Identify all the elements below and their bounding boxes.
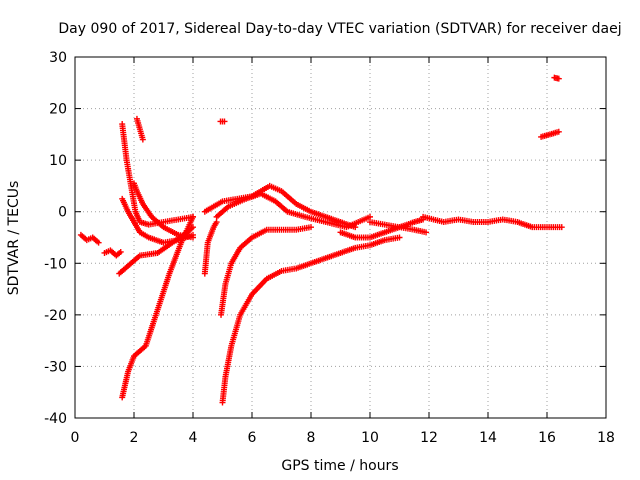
series-arc-h xyxy=(119,213,196,401)
plot-frame xyxy=(74,56,607,419)
data-point-marker xyxy=(117,248,124,255)
series-arc-q xyxy=(420,213,565,231)
series-arc-f xyxy=(131,180,196,241)
y-tick-label: 10 xyxy=(49,153,67,169)
x-tick-label: 18 xyxy=(597,430,615,446)
series-arc-b xyxy=(101,247,124,259)
data-marks xyxy=(77,74,565,406)
series-arc-c xyxy=(119,121,196,228)
series-arc-n xyxy=(219,234,403,406)
y-tick-label: 30 xyxy=(49,50,67,66)
x-tick-label: 4 xyxy=(189,430,198,446)
y-tick-label: 20 xyxy=(49,102,67,118)
series-arc-r xyxy=(538,128,562,140)
x-tick-label: 14 xyxy=(479,430,497,446)
y-tick-label: -30 xyxy=(44,359,67,375)
series-arc-i xyxy=(217,118,228,125)
data-point-marker xyxy=(555,75,562,82)
x-tick-label: 0 xyxy=(71,430,80,446)
data-point-marker xyxy=(190,234,196,241)
x-tick-label: 6 xyxy=(248,430,257,446)
series-arc-a xyxy=(77,231,102,246)
x-axis-label: GPS time / hours xyxy=(281,458,398,474)
data-point-marker xyxy=(139,136,146,143)
series-arc-p xyxy=(367,219,430,236)
data-point-marker xyxy=(221,118,228,125)
data-point-marker xyxy=(558,224,565,231)
y-tick-label: -20 xyxy=(44,308,67,324)
series-arc-l xyxy=(213,190,373,231)
data-point-marker xyxy=(423,229,430,236)
data-point-marker xyxy=(308,224,314,231)
x-tick-label: 16 xyxy=(538,430,556,446)
data-point-marker xyxy=(213,219,220,226)
y-axis-label: SDTVAR / TECUs xyxy=(6,181,22,296)
data-point-marker xyxy=(555,128,562,135)
series-arc-m xyxy=(218,224,314,318)
data-point-marker xyxy=(95,239,102,246)
data-point-marker xyxy=(367,213,373,220)
series-arc-d xyxy=(133,115,146,143)
x-tick-label: 8 xyxy=(307,430,316,446)
y-tick-label: -40 xyxy=(44,411,67,427)
y-tick-label: 0 xyxy=(58,205,67,221)
x-tick-label: 2 xyxy=(130,430,139,446)
axis-ticks: 0 2 4 6 8 10 12 14 16 18 30 20 10 0 -10 -20 -30 -40 xyxy=(44,50,615,446)
data-point-marker xyxy=(190,213,196,220)
x-tick-label: 10 xyxy=(361,430,379,446)
series-arc-j xyxy=(201,219,220,277)
x-tick-label: 12 xyxy=(420,430,438,446)
series-arc-s xyxy=(551,74,562,82)
chart-title: Day 090 of 2017, Sidereal Day-to-day VTE… xyxy=(58,21,621,37)
data-point-marker xyxy=(396,234,403,241)
y-tick-label: -10 xyxy=(44,256,67,272)
